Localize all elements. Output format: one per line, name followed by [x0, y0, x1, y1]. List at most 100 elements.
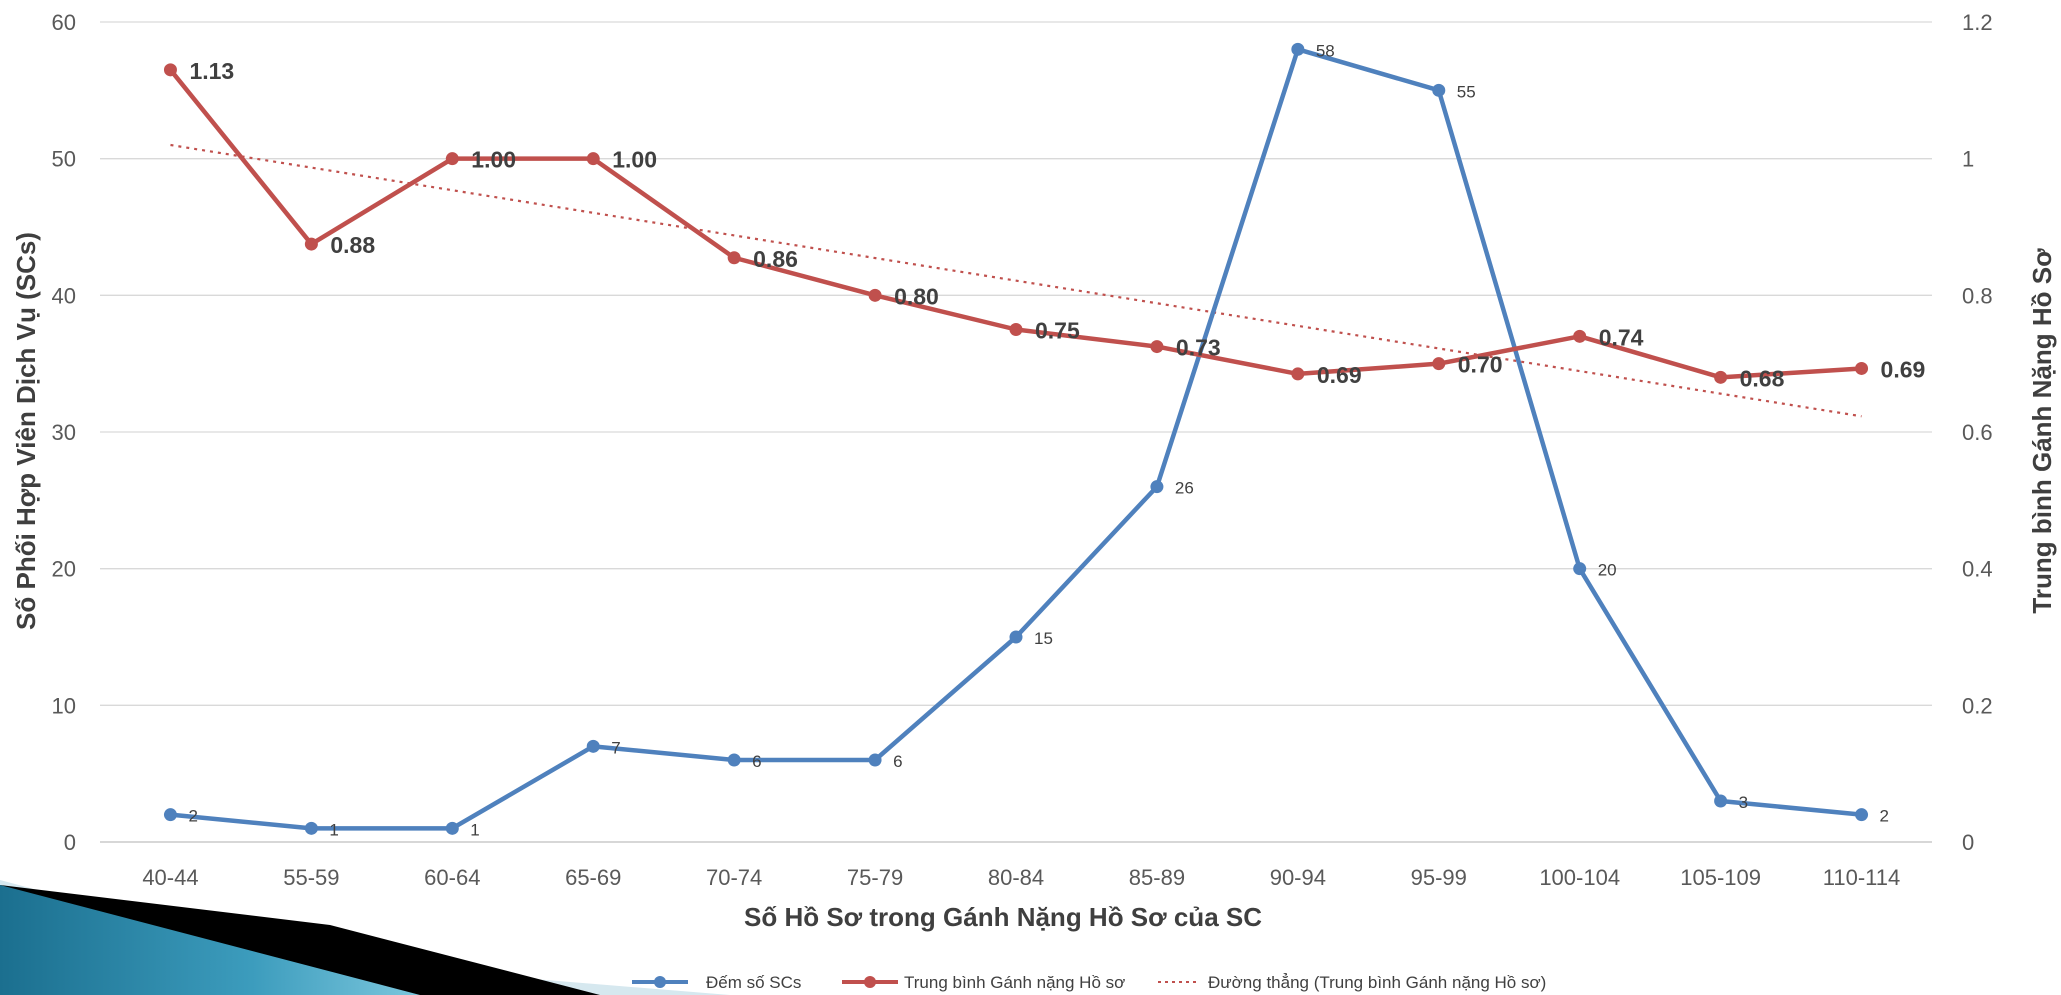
x-tick-label: 60-64	[424, 865, 480, 890]
series-average-point	[1573, 329, 1587, 343]
series-average-label: 1.00	[471, 147, 516, 173]
y-tick-label: 50	[52, 147, 76, 172]
series-average-point	[163, 63, 177, 77]
x-tick-label: 105-109	[1680, 865, 1761, 890]
series-count-line	[170, 47, 1862, 831]
series-count-label: 1	[329, 820, 338, 839]
series-average-label: 0.69	[1881, 356, 1926, 382]
corner-banner	[0, 880, 730, 995]
series-average-point	[1150, 340, 1164, 354]
y-tick-label: 0	[64, 830, 76, 855]
series-average-point	[445, 152, 459, 166]
gridlines	[100, 21, 1932, 843]
series-average-label: 0.74	[1599, 324, 1644, 350]
series-average-label: 1.00	[612, 147, 657, 173]
x-tick-label: 80-84	[988, 865, 1044, 890]
series-average-point	[1009, 323, 1023, 336]
series-count-label: 2	[188, 807, 197, 826]
x-tick-label: 85-89	[1129, 865, 1185, 890]
y2-tick-label: 0.2	[1962, 693, 1993, 718]
x-axis-ticks: 40-44 55-59 60-64 65-69 70-74 75-79 80-84 85-89…	[142, 865, 1900, 890]
series-count-label: 1	[470, 820, 479, 839]
series-count: 2 1 1 7 6 6 15 26 58 55 20 3 2	[163, 41, 1889, 839]
series-average-point	[586, 152, 600, 166]
series-count-label: 3	[1739, 793, 1748, 812]
series-count-point	[1714, 794, 1728, 808]
y2-tick-label: 0	[1962, 830, 1974, 855]
x-tick-label: 110-114	[1823, 865, 1900, 890]
legend-item-average: Trung bình Gánh nặng Hồ sơ	[842, 973, 1125, 992]
x-tick-label: 65-69	[565, 865, 621, 890]
series-count-point	[868, 753, 882, 767]
x-tick-label: 95-99	[1411, 865, 1467, 890]
series-average-point	[1432, 357, 1446, 371]
series-count-point	[304, 821, 318, 835]
series-average-label: 0.73	[1176, 335, 1221, 361]
series-count-point	[586, 739, 600, 753]
series-average-label: 0.69	[1317, 362, 1362, 388]
legend-label-trendline: Đường thẳng (Trung bình Gánh nặng Hồ sơ)	[1208, 973, 1546, 992]
series-average-label: 0.75	[1035, 318, 1080, 344]
series-average-label: 0.70	[1458, 352, 1503, 378]
series-average-label: 0.80	[894, 283, 939, 309]
series-count-point	[1855, 808, 1869, 822]
series-average-point	[868, 288, 882, 302]
series-count-point	[1573, 562, 1587, 576]
x-tick-label: 90-94	[1270, 865, 1326, 890]
series-average-point	[1855, 361, 1869, 375]
series-average-label: 0.86	[753, 246, 798, 272]
y-tick-label: 60	[52, 10, 76, 35]
y2-tick-label: 0.6	[1962, 420, 1993, 445]
series-average-label: 0.68	[1740, 365, 1785, 391]
legend: Đếm số SCs Trung bình Gánh nặng Hồ sơ Đư…	[632, 973, 1546, 992]
series-average-point	[727, 251, 741, 265]
series-average-point	[1291, 367, 1305, 381]
y-tick-label: 10	[52, 693, 76, 718]
series-count-label: 2	[1880, 807, 1889, 826]
x-tick-label: 40-44	[142, 865, 198, 890]
series-count-point	[1150, 480, 1164, 494]
series-count-point	[1291, 42, 1305, 56]
series-average-label: 0.88	[330, 232, 375, 258]
series-count-label: 58	[1316, 41, 1335, 60]
legend-item-trendline: Đường thẳng (Trung bình Gánh nặng Hồ sơ)	[1158, 973, 1546, 992]
y-axis-left-ticks: 0 10 20 30 40 50 60	[52, 10, 76, 855]
series-count-label: 6	[752, 752, 761, 771]
series-count-point	[445, 821, 459, 835]
legend-label-count: Đếm số SCs	[706, 973, 801, 992]
series-average-point	[1714, 370, 1728, 384]
series-count-point	[163, 808, 177, 822]
series-count-label: 55	[1457, 82, 1476, 101]
y-axis-left-title: Số Phối Hợp Viên Dịch Vụ (SCs)	[11, 232, 41, 630]
series-average-point	[304, 237, 318, 251]
y2-tick-label: 1	[1962, 147, 1974, 172]
x-tick-label: 75-79	[847, 865, 903, 890]
x-tick-label: 100-104	[1539, 865, 1620, 890]
series-count-label: 20	[1598, 561, 1617, 580]
legend-item-count: Đếm số SCs	[632, 973, 801, 992]
y2-tick-label: 0.4	[1962, 557, 1993, 582]
series-average: 1.13 0.88 1.00 1.00 0.86 0.80 0.75 0.73 0.69 0.70…	[163, 58, 1926, 391]
y-tick-label: 20	[52, 557, 76, 582]
x-tick-label: 55-59	[283, 865, 339, 890]
x-tick-label: 70-74	[706, 865, 762, 890]
series-count-point	[727, 753, 741, 767]
series-count-label: 7	[611, 738, 620, 757]
y2-tick-label: 0.8	[1962, 283, 1993, 308]
legend-label-average: Trung bình Gánh nặng Hồ sơ	[904, 973, 1125, 992]
series-count-label: 15	[1034, 629, 1053, 648]
y2-tick-label: 1.2	[1962, 10, 1993, 35]
trendline-path	[170, 143, 1862, 418]
x-axis-title: Số Hồ Sơ trong Gánh Nặng Hồ Sơ của SC	[744, 902, 1262, 932]
series-average-label: 1.13	[189, 58, 234, 84]
series-count-label: 6	[893, 752, 902, 771]
y-tick-label: 40	[52, 283, 76, 308]
y-tick-label: 30	[52, 420, 76, 445]
y-axis-right-title: Trung bình Gánh Nặng Hồ Sơ	[2027, 248, 2057, 614]
series-count-point	[1009, 630, 1023, 644]
series-count-label: 26	[1175, 479, 1194, 498]
y-axis-right-ticks: 0 0.2 0.4 0.6 0.8 1 1.2	[1962, 10, 1993, 855]
trendline	[170, 143, 1862, 418]
series-count-point	[1432, 83, 1446, 97]
